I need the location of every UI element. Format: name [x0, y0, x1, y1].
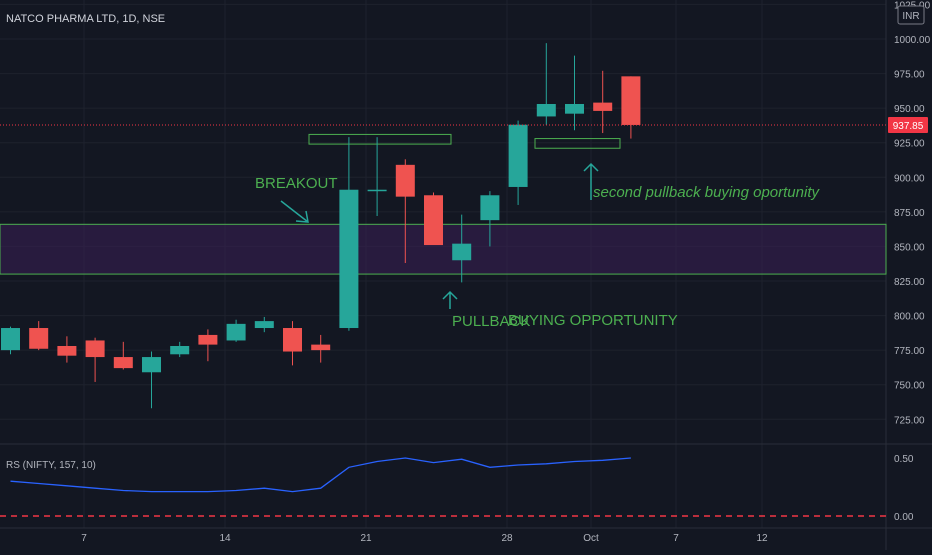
candle-body[interactable]: [508, 124, 528, 187]
candle[interactable]: [395, 159, 415, 264]
candle[interactable]: [29, 321, 49, 351]
candle[interactable]: [142, 351, 161, 409]
price-tick-label: 950.00: [894, 104, 925, 115]
candle[interactable]: [621, 76, 641, 139]
date-tick-label: 14: [219, 533, 231, 544]
rs-indicator-pane[interactable]: [0, 457, 886, 517]
buying-opportunity-label: BUYING OPPORTUNITY: [508, 312, 678, 329]
last-price-badge-label: 937.85: [893, 121, 924, 132]
price-tick-label: 725.00: [894, 415, 925, 426]
price-tick-label: 850.00: [894, 242, 925, 253]
price-tick-label: 900.00: [894, 173, 925, 184]
candle[interactable]: [311, 334, 331, 363]
price-tick-label: 750.00: [894, 381, 925, 392]
candle-body[interactable]: [85, 340, 105, 358]
candle[interactable]: [113, 341, 133, 370]
candle[interactable]: [452, 214, 472, 283]
candle-body[interactable]: [254, 321, 274, 329]
breakout-arrow-icon: [280, 200, 309, 223]
currency-badge[interactable]: INR: [897, 5, 925, 25]
candle-body[interactable]: [1, 328, 20, 351]
second-pullback-box: [534, 138, 621, 149]
candle-body[interactable]: [424, 195, 443, 246]
candle-body[interactable]: [198, 334, 218, 345]
date-tick-label: 7: [81, 533, 87, 544]
price-tick-label: 775.00: [894, 346, 925, 357]
candle-body[interactable]: [480, 195, 500, 221]
candle-body[interactable]: [29, 328, 49, 349]
date-tick-label: Oct: [583, 533, 599, 544]
price-tick-label: 975.00: [894, 70, 925, 81]
second-pullback-label: second pullback buying oportunity: [593, 184, 820, 201]
date-tick-label: 28: [501, 533, 513, 544]
candle[interactable]: [254, 316, 274, 333]
candle-body[interactable]: [142, 357, 161, 373]
rs-tick-label: 0.50: [894, 454, 914, 465]
candle-body[interactable]: [452, 243, 472, 261]
price-tick-label: 1000.00: [894, 35, 931, 46]
currency-badge-label: INR: [902, 11, 919, 22]
candle-body[interactable]: [57, 345, 77, 356]
date-tick-label: 12: [756, 533, 768, 544]
candle[interactable]: [57, 336, 77, 363]
candle[interactable]: [170, 341, 190, 358]
candle-body[interactable]: [395, 164, 415, 197]
date-tick-label: 7: [673, 533, 679, 544]
rs-indicator-label[interactable]: RS (NIFTY, 157, 10): [6, 460, 96, 471]
price-tick-label: 825.00: [894, 277, 925, 288]
price-tick-label: 875.00: [894, 208, 925, 219]
last-price-badge-bg: [888, 116, 928, 133]
last-price-badge[interactable]: 937.85: [888, 116, 928, 133]
pullback-label: PULLBACK: [452, 313, 530, 330]
candle-body[interactable]: [621, 76, 641, 125]
candle[interactable]: [339, 137, 359, 331]
price-tick-label: 925.00: [894, 139, 925, 150]
symbol-title: NATCO PHARMA LTD, 1D, NSE: [6, 13, 165, 25]
candle-body[interactable]: [565, 103, 584, 114]
candle-body[interactable]: [367, 189, 387, 192]
candle-body[interactable]: [226, 323, 246, 341]
price-and-time-axes[interactable]: 1025.001000.00975.00950.00925.00900.0087…: [81, 0, 930, 544]
second-pullback-arrow-icon: [583, 162, 599, 200]
candle[interactable]: [536, 43, 556, 125]
candle-body[interactable]: [536, 103, 556, 117]
date-tick-label: 21: [360, 533, 372, 544]
candle-body[interactable]: [339, 189, 359, 329]
candle[interactable]: [367, 137, 387, 217]
candle-body[interactable]: [593, 102, 613, 111]
candle[interactable]: [198, 329, 218, 362]
candlestick-series[interactable]: [1, 43, 641, 409]
pullback-arrow-icon: [442, 290, 458, 309]
candle-body[interactable]: [311, 344, 331, 351]
candle[interactable]: [480, 191, 500, 247]
candle-body[interactable]: [283, 328, 302, 352]
breakout-high-box: [308, 133, 452, 145]
rs-tick-label: 0.00: [894, 512, 914, 523]
candle[interactable]: [1, 326, 20, 355]
price-tick-label: 800.00: [894, 312, 925, 323]
rs-line[interactable]: [10, 457, 631, 493]
candle[interactable]: [424, 192, 443, 246]
candle[interactable]: [226, 319, 246, 342]
candle[interactable]: [283, 321, 302, 366]
candle-body[interactable]: [113, 357, 133, 369]
candle[interactable]: [593, 70, 613, 134]
candle[interactable]: [85, 337, 105, 382]
candle[interactable]: [565, 55, 584, 131]
candle-body[interactable]: [170, 345, 190, 355]
candle[interactable]: [508, 120, 528, 205]
breakout-label: BREAKOUT: [255, 175, 338, 192]
